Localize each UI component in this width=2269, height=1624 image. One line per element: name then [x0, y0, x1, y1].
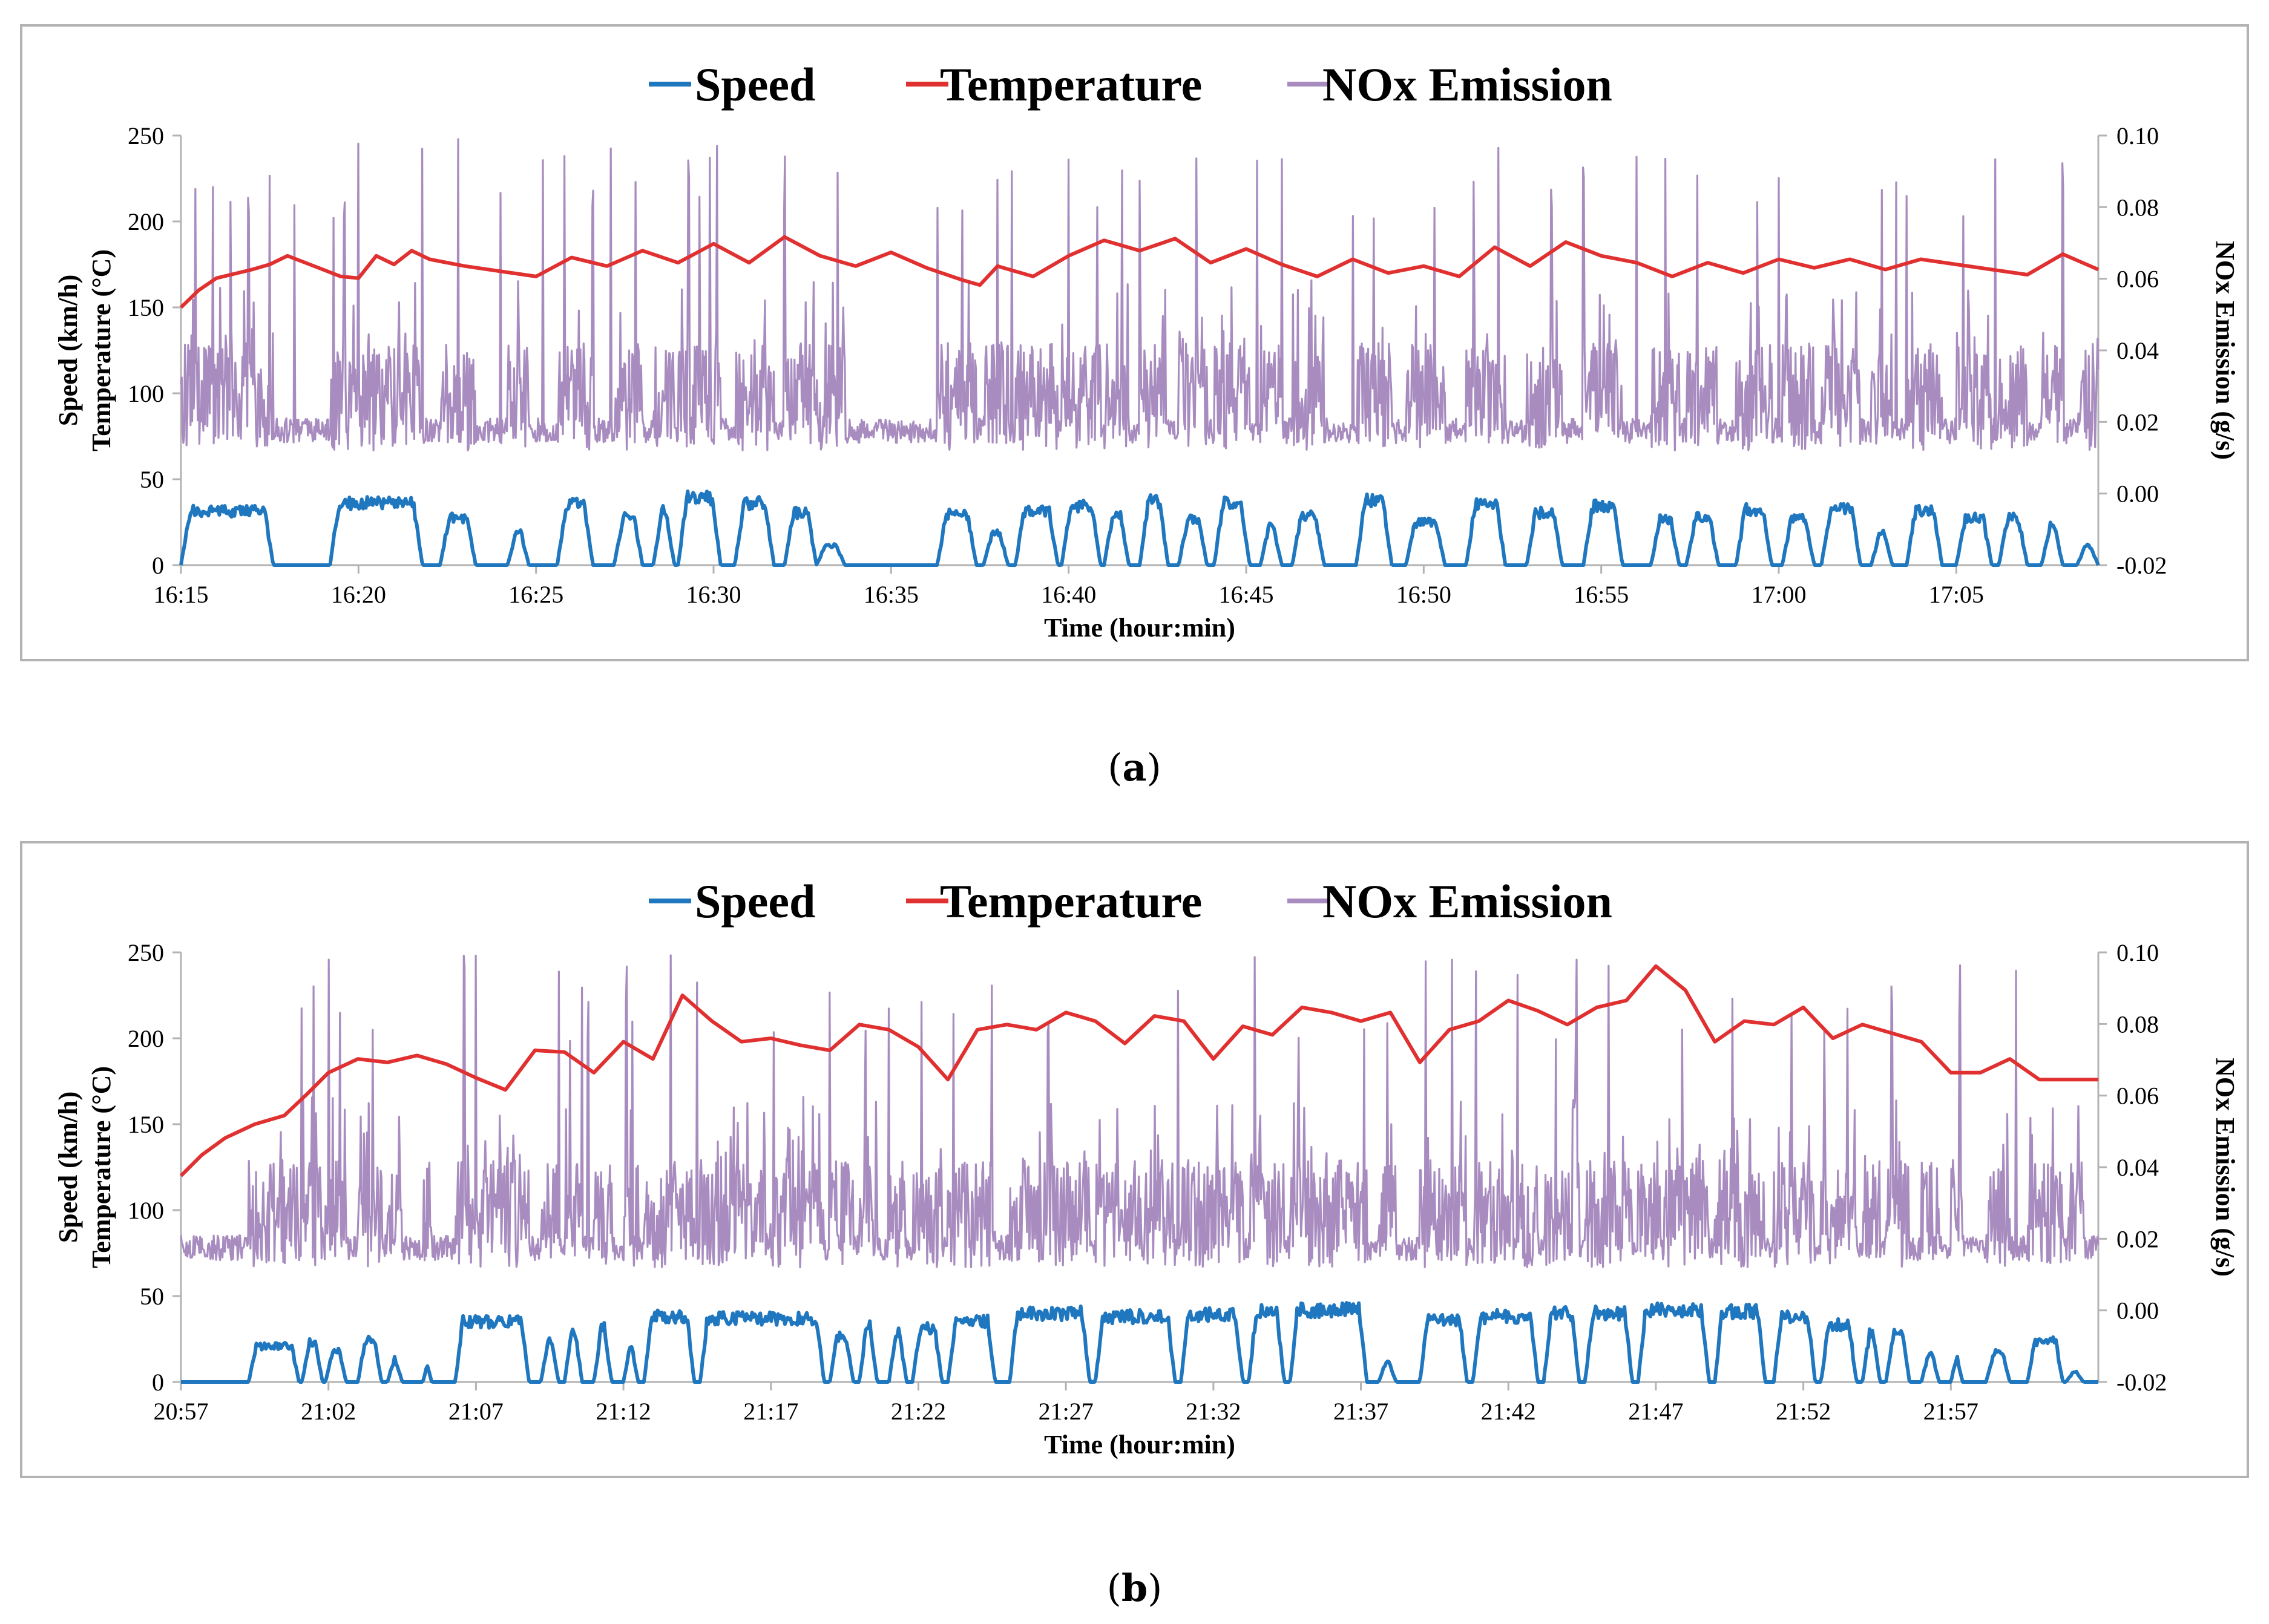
- chart-b-nox-series-line: [180, 954, 2100, 1269]
- chart-a-xtick-label: 16:30: [686, 581, 741, 608]
- chart-panel-a: Speed Temperature NOx Emission 0 50 100 150 200…: [20, 24, 2249, 661]
- chart-b-xtick-label: 21:42: [1481, 1398, 1536, 1425]
- chart-b-ytick-label: 150: [128, 1111, 164, 1138]
- chart-b-xtick-label: 21:12: [596, 1398, 651, 1425]
- chart-a-ytick-label: 250: [128, 122, 164, 149]
- chart-a-ytick-label: 0: [152, 552, 164, 579]
- chart-b-y2tick-label: -0.02: [2116, 1369, 2167, 1396]
- chart-b-svg: Speed Temperature NOx Emission 0 50 100 150 200…: [53, 875, 2240, 1459]
- chart-b-ytick-label: 50: [140, 1283, 164, 1310]
- chart-b-temperature-series-line: [179, 964, 2098, 1177]
- chart-a-xtick-label: 16:25: [508, 581, 563, 608]
- chart-a-y2tick-label: 0.04: [2116, 337, 2159, 364]
- chart-a-speed-series-line: [179, 489, 2100, 567]
- chart-b-legend-temperature: Temperature: [940, 875, 1202, 928]
- chart-b-ytick-label: 100: [128, 1197, 164, 1224]
- chart-a-ytick-label: 50: [140, 466, 164, 493]
- chart-b-speed-series-line: [180, 1301, 2099, 1384]
- chart-b-y2tick-label: 0.08: [2116, 1010, 2159, 1038]
- chart-a-y2tick-label: 0.08: [2116, 194, 2159, 221]
- chart-b-y-axis-title-temperature: Temperature (°C): [87, 1066, 116, 1268]
- chart-a-legend-nox: NOx Emission: [1322, 58, 1612, 111]
- chart-b-xtick-label: 21:22: [891, 1398, 946, 1425]
- chart-a-xtick-label: 16:50: [1396, 581, 1451, 608]
- caption-b-letter: b: [1121, 1566, 1148, 1610]
- chart-b-legend-speed: Speed: [695, 875, 815, 928]
- chart-a-svg: Speed Temperature NOx Emission 0 50 100 150 200…: [53, 58, 2240, 643]
- chart-a-ytick-label: 150: [128, 294, 164, 321]
- chart-a-temperature-series-line: [179, 235, 2100, 309]
- chart-a-x-axis-title: Time (hour:min): [1044, 613, 1235, 643]
- caption-b: (b): [1106, 1566, 1163, 1610]
- chart-b-y2tick-label: 0.02: [2116, 1225, 2159, 1252]
- chart-b-xtick-label: 21:02: [301, 1398, 356, 1425]
- chart-b-legend-nox: NOx Emission: [1322, 875, 1612, 928]
- chart-b-y2-axis-title: NOx Emission (g/s): [2210, 1058, 2240, 1277]
- chart-b-xtick-label: 21:17: [743, 1398, 798, 1425]
- chart-b-y2tick-label: 0.10: [2116, 939, 2159, 966]
- chart-b-xtick-label: 21:27: [1039, 1398, 1094, 1425]
- chart-a-y2tick-label: 0.02: [2116, 408, 2159, 436]
- chart-a-y-axis-title-speed: Speed (km/h): [53, 275, 83, 427]
- chart-b-y2tick-label: 0.06: [2116, 1082, 2159, 1110]
- caption-a-letter: a: [1122, 745, 1147, 790]
- chart-b-ytick-label: 0: [152, 1369, 164, 1396]
- chart-a-xtick-label: 16:40: [1041, 581, 1096, 608]
- chart-b-x-axis-title: Time (hour:min): [1044, 1430, 1235, 1459]
- chart-b-xtick-label: 21:32: [1186, 1398, 1241, 1425]
- chart-b-xtick-label: 21:07: [448, 1398, 504, 1425]
- chart-a-xtick-label: 17:05: [1929, 581, 1984, 608]
- chart-a-y2-axis-title: NOx Emission (g/s): [2210, 241, 2240, 460]
- chart-a-ytick-label: 100: [128, 380, 164, 407]
- chart-a-xtick-label: 16:35: [864, 581, 919, 608]
- chart-b-xtick-label: 21:37: [1333, 1398, 1388, 1425]
- chart-a-xtick-label: 16:15: [153, 581, 208, 608]
- chart-a-y2tick-label: -0.02: [2116, 552, 2167, 579]
- chart-b-xtick-label: 21:47: [1628, 1398, 1683, 1425]
- chart-b-y2tick-label: 0.00: [2116, 1297, 2159, 1324]
- chart-a-y2tick-label: 0.00: [2116, 480, 2159, 508]
- chart-a-xtick-label: 16:20: [331, 581, 386, 608]
- chart-a-legend-speed: Speed: [695, 58, 815, 111]
- chart-a-xtick-label: 17:00: [1751, 581, 1806, 608]
- chart-b-ytick-label: 250: [128, 939, 164, 966]
- chart-a-nox-series-line: [180, 138, 2100, 451]
- chart-a-xtick-label: 16:45: [1218, 581, 1273, 608]
- caption-a: (a): [1108, 745, 1161, 790]
- chart-a-legend-temperature: Temperature: [940, 58, 1202, 111]
- chart-a-y-axis-title-temperature: Temperature (°C): [87, 249, 116, 451]
- chart-b-xtick-label: 21:57: [1923, 1398, 1978, 1425]
- chart-panel-b: Speed Temperature NOx Emission 0 50 100 150 200…: [20, 841, 2249, 1478]
- chart-a-y2tick-label: 0.10: [2116, 122, 2159, 149]
- chart-b-ytick-label: 200: [128, 1025, 164, 1052]
- chart-b-y2tick-label: 0.04: [2116, 1154, 2159, 1181]
- chart-a-xtick-label: 16:55: [1574, 581, 1629, 608]
- chart-a-y2tick-label: 0.06: [2116, 266, 2159, 293]
- chart-a-ytick-label: 200: [128, 208, 164, 235]
- chart-b-xtick-label: 20:57: [153, 1398, 208, 1425]
- chart-b-xtick-label: 21:52: [1776, 1398, 1831, 1425]
- chart-b-y-axis-title-speed: Speed (km/h): [53, 1092, 83, 1243]
